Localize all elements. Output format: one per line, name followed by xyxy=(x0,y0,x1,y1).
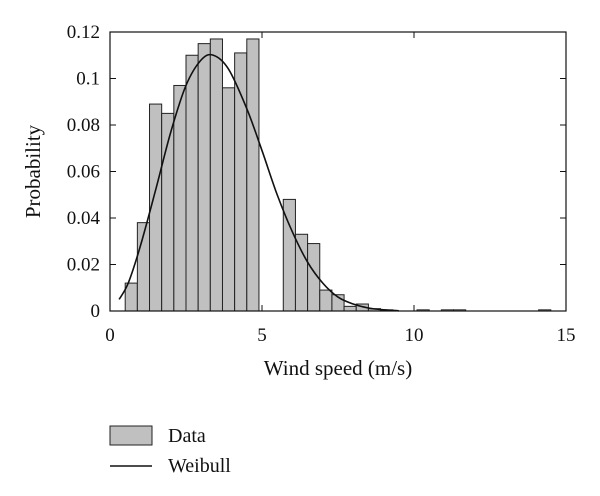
weibull-curve-group xyxy=(118,53,399,312)
legend-weibull-label: Weibull xyxy=(168,455,231,477)
x-tick-label: 10 xyxy=(405,325,424,346)
bar-14 xyxy=(294,233,309,312)
bar-6 xyxy=(197,43,211,312)
x-tick-label: 5 xyxy=(257,325,267,346)
bar-9 xyxy=(234,52,248,312)
bar-4 xyxy=(173,84,187,312)
bar-8 xyxy=(221,87,236,312)
y-tick-label: 0.02 xyxy=(67,255,100,276)
x-axis-label: Wind speed (m/s) xyxy=(264,356,412,380)
y-axis-ticks: 0 0.02 0.04 0.06 0.08 0.1 0.12 xyxy=(67,22,566,322)
legend-data-label: Data xyxy=(168,425,206,447)
legend: Data Weibull xyxy=(109,425,231,477)
y-tick-label: 0.08 xyxy=(67,115,100,136)
bar-10 xyxy=(246,38,260,312)
x-tick-label: 15 xyxy=(557,325,576,346)
bar-7 xyxy=(209,38,223,312)
y-tick-label: 0 xyxy=(91,301,101,322)
x-axis-ticks: 0 5 10 15 xyxy=(105,32,576,346)
weibull-curve xyxy=(118,53,399,312)
bar-18 xyxy=(343,305,357,312)
y-tick-label: 0.06 xyxy=(67,162,100,183)
y-tick-label: 0.12 xyxy=(67,22,100,43)
y-axis-label: Probability xyxy=(21,124,45,218)
bar-5 xyxy=(185,54,199,312)
histogram-bars xyxy=(124,38,552,312)
x-tick-label: 0 xyxy=(105,325,115,346)
y-tick-label: 0.04 xyxy=(67,208,101,229)
legend-data-swatch xyxy=(109,425,153,446)
y-tick-label: 0.1 xyxy=(76,69,100,90)
bar-16 xyxy=(319,289,333,312)
